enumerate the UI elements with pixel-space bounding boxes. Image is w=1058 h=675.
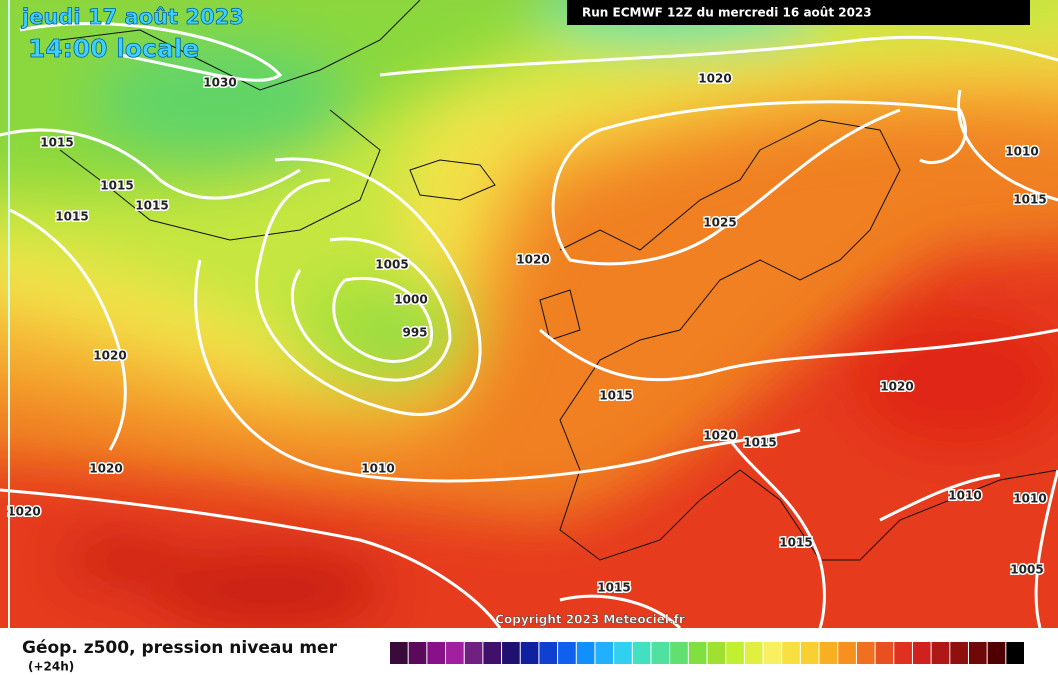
colorbar-swatch — [595, 642, 614, 664]
isobar-label: 1015 — [135, 199, 168, 213]
colorbar-swatch — [819, 642, 838, 664]
colorbar-swatch — [875, 642, 894, 664]
isobar-label: 1020 — [698, 72, 731, 86]
colorbar-swatch — [726, 642, 744, 664]
colorbar-swatch — [838, 642, 856, 664]
colorbar-swatch — [1006, 642, 1024, 664]
coastlines — [59, 0, 1058, 561]
colorbar-swatch — [520, 642, 539, 664]
isobars — [0, 22, 1058, 628]
local-time: 14:00 locale — [28, 34, 199, 63]
colorbar-swatch — [931, 642, 950, 664]
colorbar-swatch — [950, 642, 968, 664]
isobar-label: 1015 — [779, 536, 812, 550]
isobar-label: 1010 — [361, 462, 394, 476]
left-edge — [8, 0, 10, 628]
isobar-label: 1015 — [100, 179, 133, 193]
isobar-label: 1020 — [880, 380, 913, 394]
isobar-label: 1015 — [743, 436, 776, 450]
colorbar-swatch — [558, 642, 576, 664]
isobar-label: 1030 — [203, 76, 236, 90]
colorbar-swatch — [856, 642, 875, 664]
colorbar-swatch — [446, 642, 464, 664]
colorbar-swatch — [632, 642, 651, 664]
isobar-label: 1020 — [93, 349, 126, 363]
colorbar-swatch — [651, 642, 670, 664]
colorbar-swatch — [707, 642, 726, 664]
isobar-label: 1005 — [1010, 563, 1043, 577]
colorbar-swatch — [576, 642, 595, 664]
colorbar-swatch — [688, 642, 707, 664]
colorbar-swatch — [763, 642, 782, 664]
colorbar-swatch — [502, 642, 520, 664]
colorbar-swatch — [464, 642, 483, 664]
isobar-label: 1005 — [375, 258, 408, 272]
isobar-label: 1015 — [40, 136, 73, 150]
colorbar-swatch — [744, 642, 763, 664]
colorbar-swatch — [408, 642, 427, 664]
colorbar-swatch — [390, 642, 408, 664]
isobar-label: 995 — [402, 326, 427, 340]
isobar-label: 1010 — [948, 489, 981, 503]
colorbar — [390, 642, 1024, 664]
isobar-label: 1020 — [89, 462, 122, 476]
isobar-label: 1015 — [597, 581, 630, 595]
isobar-label: 1010 — [1005, 145, 1038, 159]
colorbar-swatch — [670, 642, 688, 664]
isobar-label: 1015 — [1013, 193, 1046, 207]
run-banner — [567, 0, 1030, 25]
date: jeudi 17 août 2023 — [21, 5, 244, 29]
colorbar-swatch — [968, 642, 987, 664]
isobar-labels: 1030101510151015101510201010101510251020… — [6, 70, 1048, 596]
colorbar-swatch — [539, 642, 558, 664]
run-info: Run ECMWF 12Z du mercredi 16 août 2023 — [582, 6, 872, 20]
isobar-label: 1015 — [599, 389, 632, 403]
colorbar-swatch — [614, 642, 632, 664]
colorbar-swatch — [782, 642, 800, 664]
colorbar-swatch — [427, 642, 446, 664]
isobar-label: 1000 — [394, 293, 427, 307]
isobar-label: 1020 — [516, 253, 549, 267]
isobar-label: 1010 — [1013, 492, 1046, 506]
colorbar-swatch — [800, 642, 819, 664]
colorbar-swatch — [912, 642, 931, 664]
legend-subtitle: (+24h) — [28, 660, 74, 674]
isobar-label: 1025 — [703, 216, 736, 230]
copyright: Copyright 2023 Meteociel.fr — [495, 613, 685, 627]
legend-title: Géop. z500, pression niveau mer — [22, 638, 338, 658]
isobar-label: 1015 — [55, 210, 88, 224]
colorbar-swatch — [987, 642, 1006, 664]
isobar-label: 1020 — [703, 429, 736, 443]
isobar-label: 1020 — [7, 505, 40, 519]
colorbar-swatch — [483, 642, 502, 664]
colorbar-swatch — [894, 642, 912, 664]
